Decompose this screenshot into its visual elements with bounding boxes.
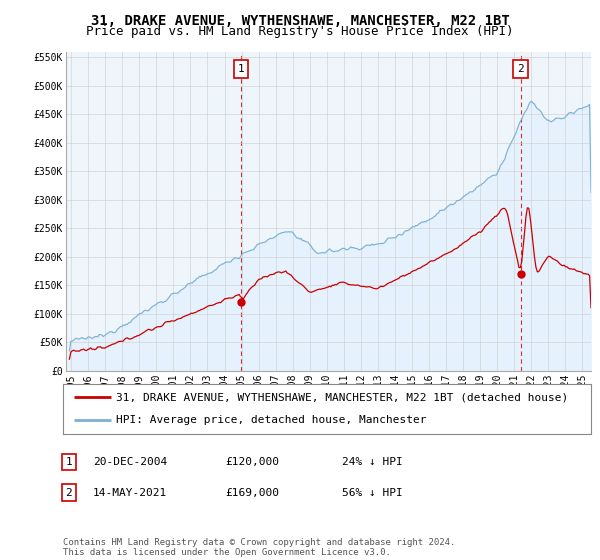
Text: 24% ↓ HPI: 24% ↓ HPI — [342, 457, 403, 467]
Text: 14-MAY-2021: 14-MAY-2021 — [93, 488, 167, 498]
Text: 1: 1 — [65, 457, 73, 467]
Text: 2: 2 — [517, 64, 524, 73]
Text: 2: 2 — [65, 488, 73, 498]
Text: £169,000: £169,000 — [225, 488, 279, 498]
Text: 1: 1 — [238, 64, 244, 73]
Text: 31, DRAKE AVENUE, WYTHENSHAWE, MANCHESTER, M22 1BT: 31, DRAKE AVENUE, WYTHENSHAWE, MANCHESTE… — [91, 14, 509, 28]
Text: 56% ↓ HPI: 56% ↓ HPI — [342, 488, 403, 498]
Text: £120,000: £120,000 — [225, 457, 279, 467]
Text: 20-DEC-2004: 20-DEC-2004 — [93, 457, 167, 467]
Text: Price paid vs. HM Land Registry's House Price Index (HPI): Price paid vs. HM Land Registry's House … — [86, 25, 514, 38]
Text: Contains HM Land Registry data © Crown copyright and database right 2024.
This d: Contains HM Land Registry data © Crown c… — [63, 538, 455, 557]
Text: 31, DRAKE AVENUE, WYTHENSHAWE, MANCHESTER, M22 1BT (detached house): 31, DRAKE AVENUE, WYTHENSHAWE, MANCHESTE… — [116, 392, 568, 402]
Text: HPI: Average price, detached house, Manchester: HPI: Average price, detached house, Manc… — [116, 416, 426, 426]
